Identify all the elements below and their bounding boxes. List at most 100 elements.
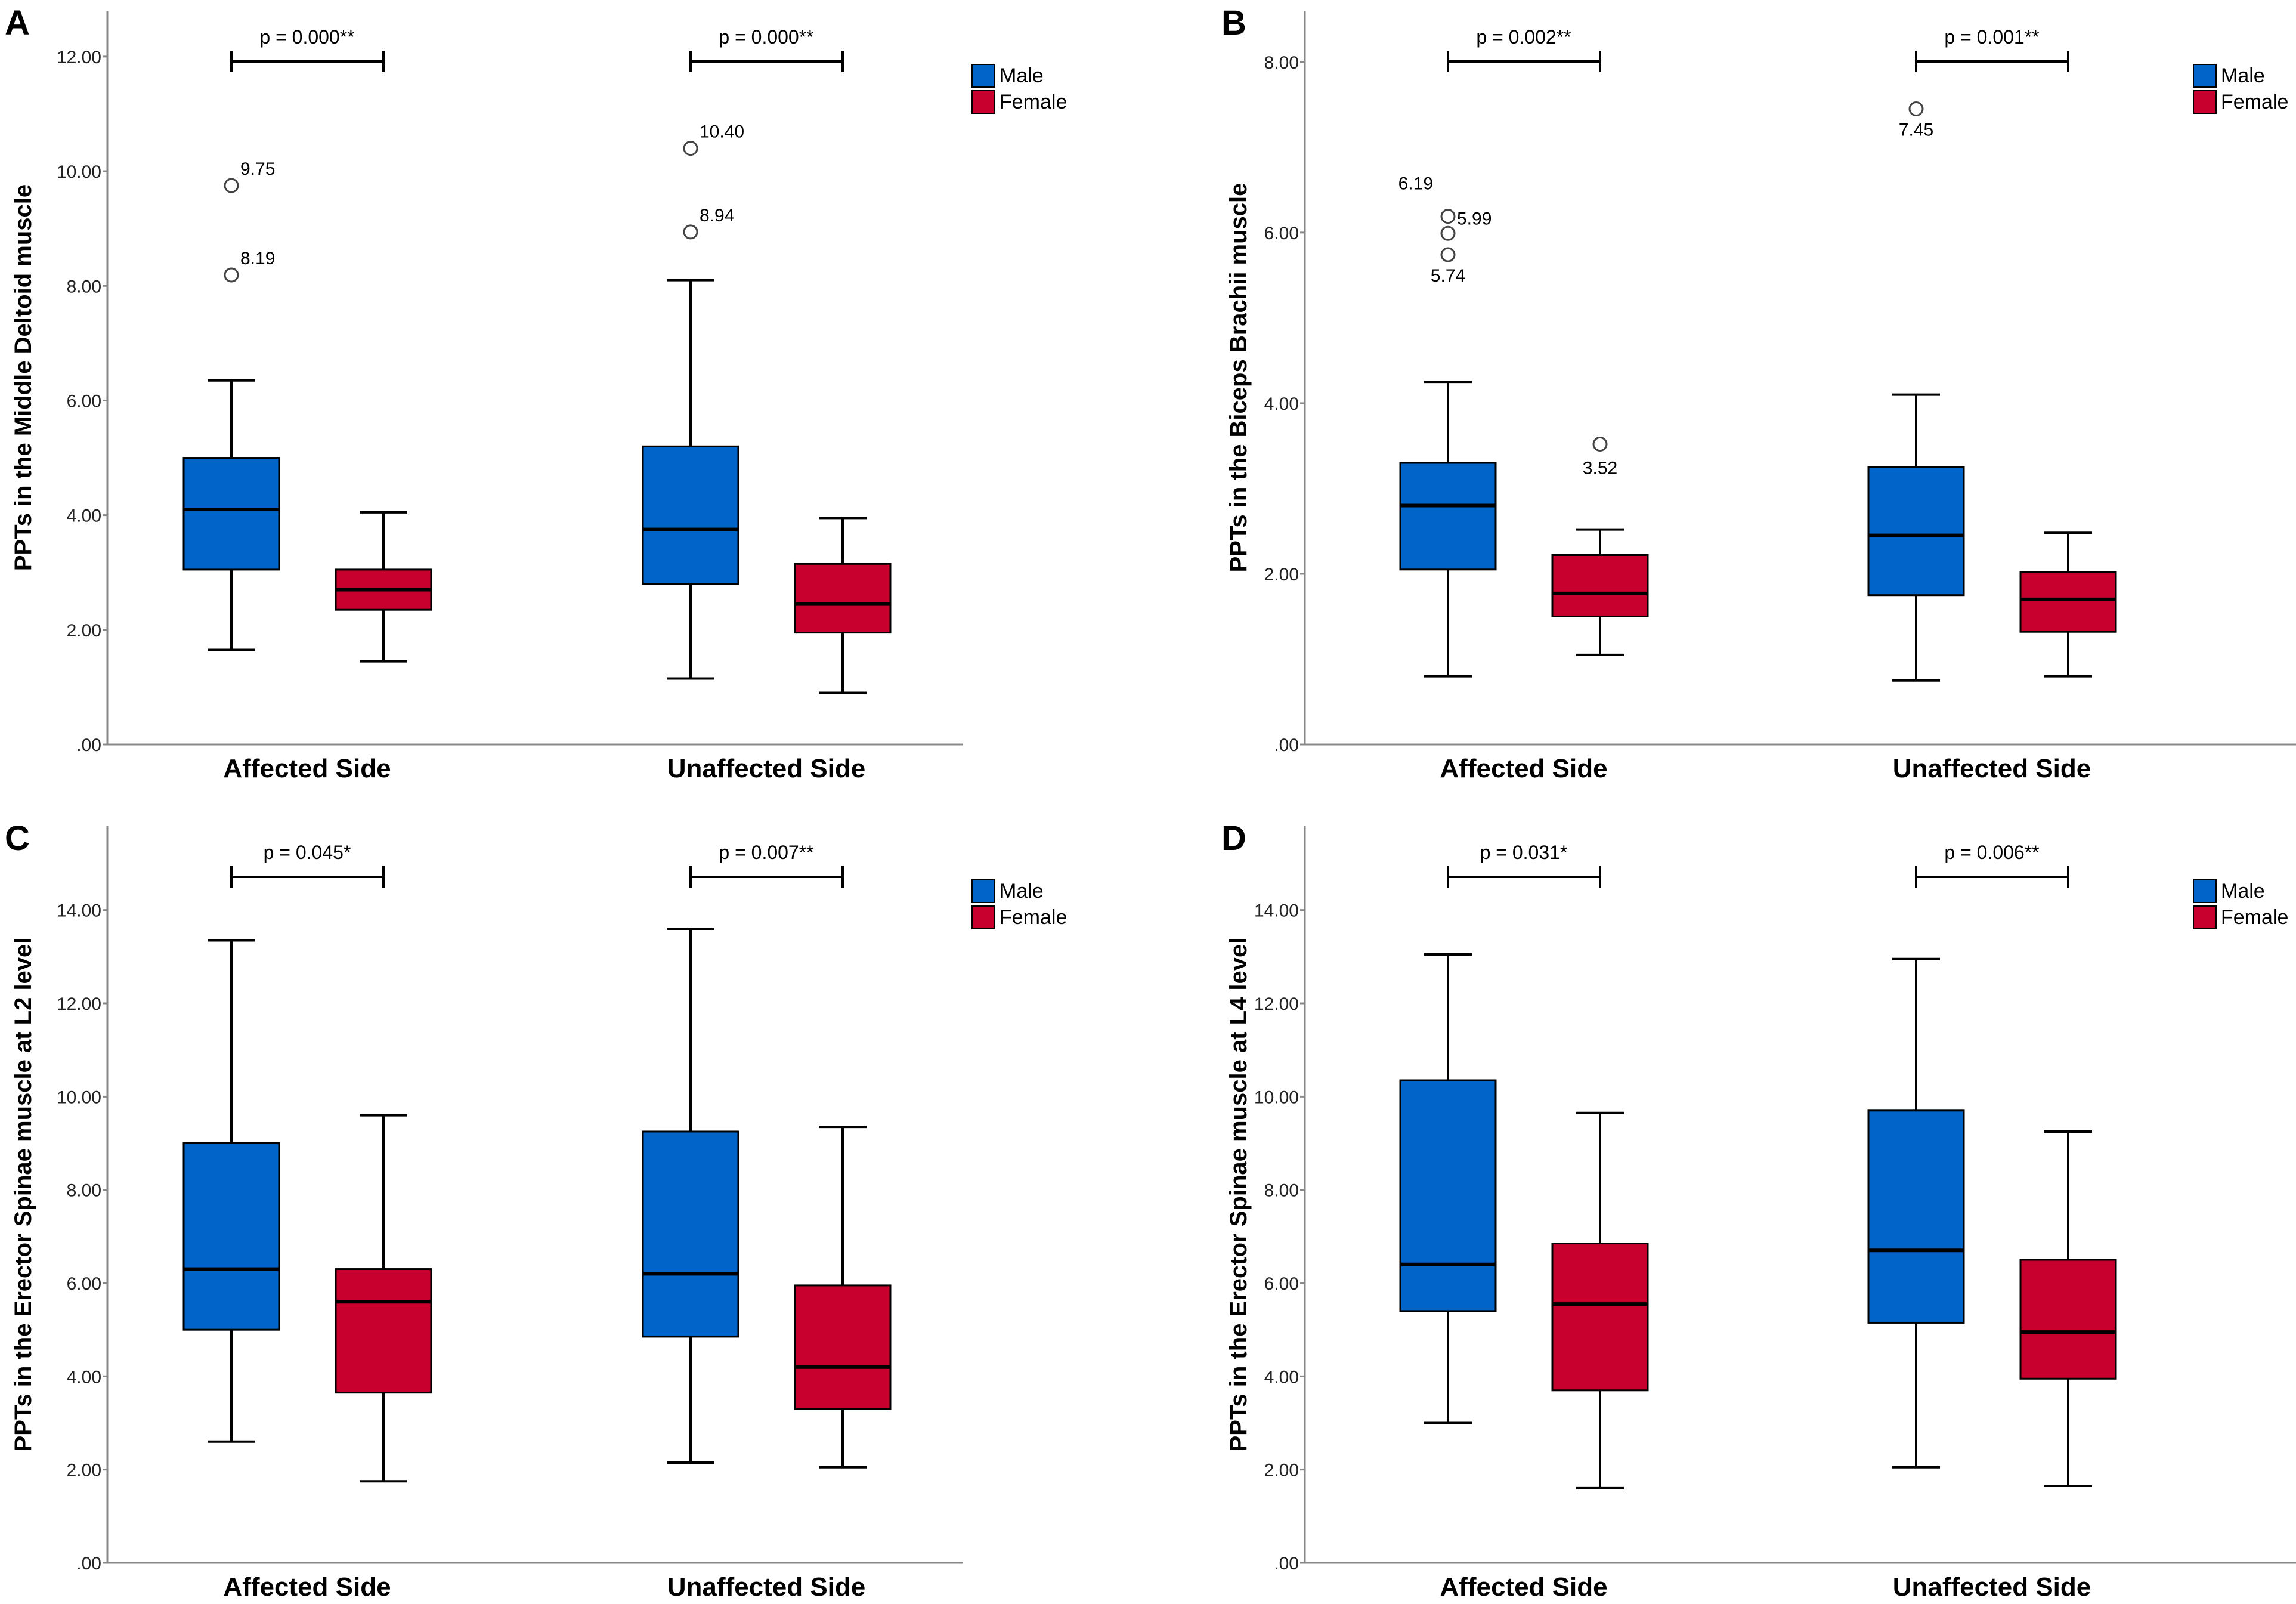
chart-panel-c: C .00 2.00 4.00 6.00 8.00 10.00 12.00 14.00 PPTs … (5, 819, 1067, 1602)
chart-panel-d: D .00 2.00 4.00 6.00 8.00 10.00 12.00 14.00PPTs … (1221, 819, 2296, 1602)
x-category-label: Unaffected Side (1893, 1572, 2091, 1602)
legend: Male Female (971, 64, 1067, 114)
box-male-unaffected (642, 927, 739, 1464)
legend-swatch-male (971, 879, 995, 903)
p-value-label: p = 0.001** (1944, 26, 2039, 48)
y-tick-label: 4.00 (1264, 394, 1299, 414)
x-category-label: Affected Side (223, 1572, 391, 1602)
outlier-point (1908, 101, 1924, 116)
box-female-affected (1551, 1111, 1649, 1489)
x-category-label: Unaffected Side (667, 754, 866, 783)
panel-letter: B (1221, 4, 1246, 42)
legend-swatch-male (2193, 879, 2217, 903)
box-female-unaffected (794, 517, 892, 694)
y-tick-label: 2.00 (1264, 565, 1299, 585)
box-female-affected (1551, 437, 1649, 656)
y-tick-label: 8.00 (1264, 1181, 1299, 1201)
y-tick-label: .00 (1274, 735, 1299, 755)
iqr-box (794, 563, 892, 634)
legend-swatch-male (2193, 64, 2217, 88)
panel-letter: D (1221, 819, 1246, 858)
y-tick-label: 14.00 (57, 901, 101, 921)
legend-label-female: Female (2221, 91, 2288, 113)
outlier-point (1440, 225, 1456, 241)
y-axis-label: PPTs in the Erector Spinae muscle at L4 … (1226, 938, 1252, 1452)
iqr-box (2019, 571, 2117, 633)
legend-label-male: Male (1000, 64, 1044, 87)
y-tick-label: 10.00 (1254, 1087, 1299, 1107)
legend-label-female: Female (2221, 906, 2288, 929)
box-female-unaffected (2019, 1130, 2117, 1488)
x-category-label: Affected Side (223, 754, 391, 783)
outlier-point (683, 141, 698, 156)
legend-label-female: Female (1000, 906, 1067, 929)
legend-label-male: Male (1000, 880, 1044, 903)
outlier-label: 8.19 (240, 249, 275, 268)
outlier-point (683, 224, 698, 240)
y-axis-label: PPTs in the Erector Spinae muscle at L2 … (10, 938, 36, 1452)
x-category-label: Affected Side (1440, 1572, 1607, 1602)
p-value-label: p = 0.000** (719, 26, 813, 48)
outlier-point (224, 178, 239, 193)
y-tick-label: 12.00 (57, 994, 101, 1014)
y-tick-label: 2.00 (67, 1461, 101, 1481)
y-tick-label: 12.00 (57, 48, 101, 67)
y-tick-label: 8.00 (67, 1181, 101, 1201)
legend-swatch-female (2193, 90, 2217, 114)
iqr-box (642, 1130, 739, 1338)
y-tick-label: 4.00 (1264, 1367, 1299, 1387)
legend-label-female: Female (1000, 91, 1067, 113)
outlier-point (224, 267, 239, 283)
p-value-label: p = 0.031* (1480, 842, 1568, 863)
y-axis-label: PPTs in the Biceps Brachii muscle (1226, 183, 1252, 573)
iqr-box (335, 1268, 432, 1394)
outlier-label: 6.19 (1398, 174, 1433, 194)
legend: Male Female (2193, 879, 2288, 929)
legend-swatch-male (971, 64, 995, 88)
box-male-affected (1399, 209, 1497, 678)
significance-bracket: p = 0.000** (689, 26, 844, 72)
significance-bracket: p = 0.007** (689, 842, 844, 888)
box-male-affected (1399, 953, 1497, 1424)
box-male-unaffected (642, 141, 739, 680)
legend: Male Female (2193, 64, 2288, 114)
x-category-label: Unaffected Side (1893, 754, 2091, 783)
panel-letter: C (5, 819, 30, 858)
outlier-label: 5.99 (1457, 209, 1492, 228)
x-category-label: Unaffected Side (667, 1572, 866, 1602)
p-value-label: p = 0.045* (264, 842, 351, 863)
significance-bracket: p = 0.006** (1915, 842, 2069, 888)
y-tick-label: 10.00 (57, 162, 101, 182)
significance-bracket: p = 0.000** (230, 26, 385, 72)
legend-swatch-female (971, 905, 995, 929)
box-male-unaffected (1867, 101, 1965, 682)
x-category-label: Affected Side (1440, 754, 1607, 783)
chart-panel-a: A .00 2.00 4.00 6.00 8.00 10.00 12.00 PPTs in th… (5, 4, 1067, 783)
legend-swatch-female (2193, 905, 2217, 929)
outlier-label: 5.74 (1431, 266, 1465, 286)
p-value-label: p = 0.006** (1944, 842, 2039, 863)
box-male-unaffected (1867, 957, 1965, 1469)
significance-bracket: p = 0.001** (1915, 26, 2069, 72)
legend-swatch-female (971, 90, 995, 114)
iqr-box (794, 1284, 892, 1410)
outlier-label: 10.40 (700, 122, 744, 142)
y-tick-label: 2.00 (67, 621, 101, 641)
y-tick-label: 2.00 (1264, 1461, 1299, 1481)
p-value-label: p = 0.002** (1476, 26, 1571, 48)
y-tick-label: 12.00 (1254, 994, 1299, 1014)
y-axis-label: PPTs in the Middle Deltoid muscle (10, 184, 36, 571)
significance-bracket: p = 0.045* (230, 842, 385, 888)
iqr-box (1867, 1109, 1965, 1324)
box-male-affected (182, 939, 280, 1443)
outlier-label: 9.75 (240, 159, 275, 179)
significance-bracket: p = 0.002** (1447, 26, 1601, 72)
legend-label-male: Male (2221, 64, 2265, 87)
iqr-box (1551, 1243, 1649, 1392)
y-tick-label: 6.00 (1264, 1274, 1299, 1294)
y-tick-label: 14.00 (1254, 901, 1299, 921)
iqr-box (1867, 466, 1965, 597)
iqr-box (1399, 462, 1497, 571)
y-tick-label: 10.00 (57, 1087, 101, 1107)
